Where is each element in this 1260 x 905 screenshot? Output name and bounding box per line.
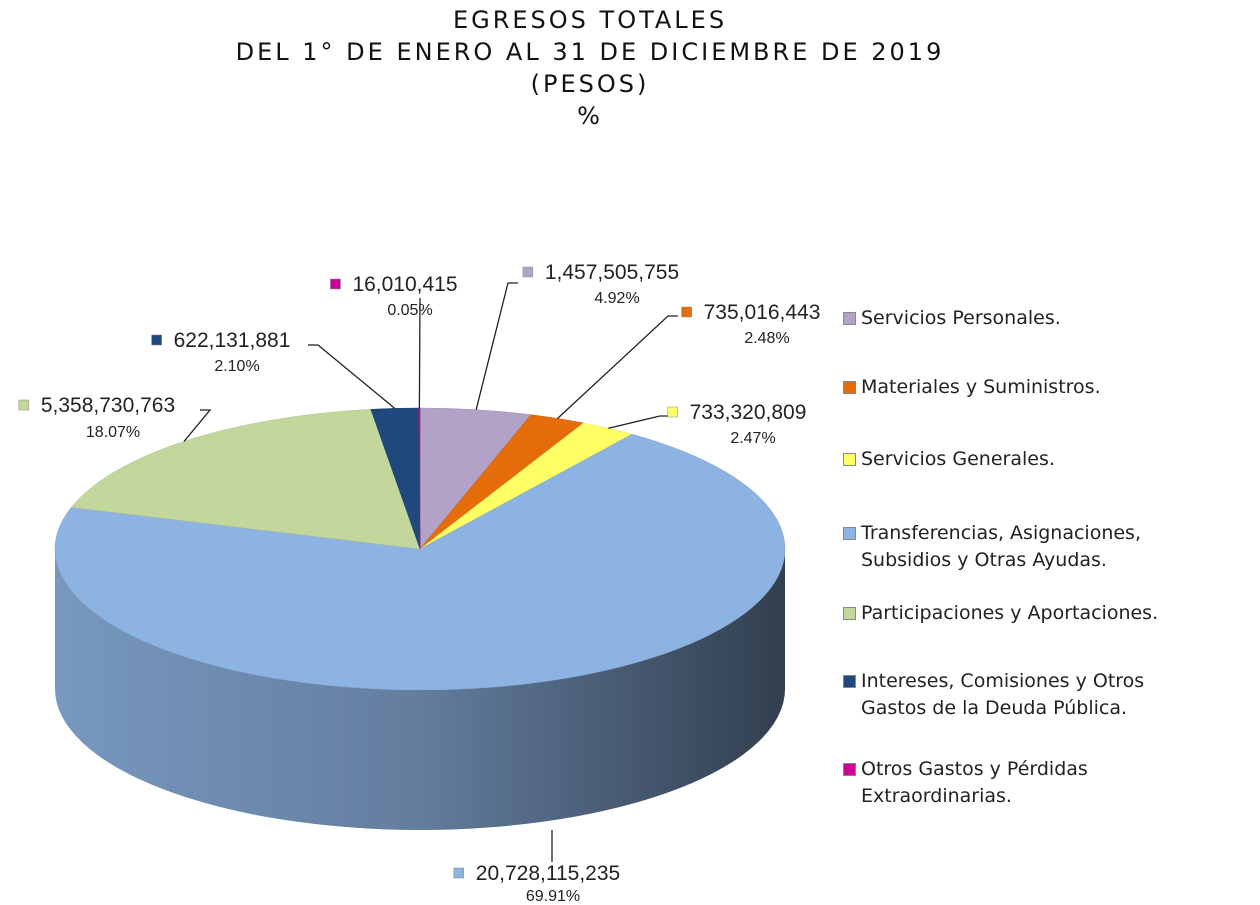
percent-label: 2.47% [730,430,775,447]
legend-item: Materiales y Suministros. [843,374,1101,401]
data-label: 16,010,415 [352,273,457,296]
legend-item: Intereses, Comisiones y Otros Gastos de … [843,668,1144,722]
leader-line [608,415,670,429]
leader-line [475,282,518,410]
data-label: 735,016,443 [704,301,821,324]
data-label: 20,728,115,235 [476,862,620,885]
legend-item: Servicios Generales. [843,446,1055,473]
legend-item: Participaciones y Aportaciones. [843,600,1158,627]
legend-label: Materiales y Suministros. [861,376,1101,398]
legend-label: Intereses, Comisiones y Otros Gastos de … [861,670,1145,719]
percent-label: 4.92% [594,290,639,307]
leader-line [308,344,396,409]
label-swatch [681,306,692,318]
percent-label: 2.10% [214,358,259,375]
percent-label: 0.05% [387,302,432,319]
slice-side [55,549,785,830]
legend-item: Otros Gastos y Pérdidas Extraordinarias. [843,756,1088,810]
data-label: 5,358,730,763 [41,394,175,417]
label-swatch [330,278,341,290]
label-swatch [453,867,465,879]
data-label: 622,131,881 [174,329,291,352]
chart-title: DEL 1° DE ENERO AL 31 DE DICIEMBRE DE 20… [236,38,945,66]
legend-label: Servicios Generales. [861,448,1055,470]
chart-title: % [577,102,603,130]
legend-label: Servicios Personales. [861,307,1061,329]
legend-swatch [843,453,856,466]
percent-label: 18.07% [86,424,140,441]
legend-label: Otros Gastos y Pérdidas Extraordinarias. [861,758,1088,807]
label-swatch [522,266,534,278]
slice [54,433,786,691]
label-swatch [18,399,30,411]
legend-swatch [843,527,856,540]
data-label: 1,457,505,755 [545,261,679,284]
label-swatch [151,334,162,346]
leader-line [418,297,421,409]
legend-swatch [843,312,856,325]
legend-swatch [843,763,856,776]
legend-swatch [843,607,856,620]
legend-swatch [843,381,856,394]
legend-item: Transferencias, Asignaciones, Subsidios … [843,520,1141,574]
leader-line [183,409,212,442]
chart-title: EGRESOS TOTALES [453,6,727,34]
legend-label: Participaciones y Aportaciones. [861,602,1159,624]
data-label: 733,320,809 [690,401,807,424]
label-swatch [667,406,678,418]
percent-label: 69.91% [526,888,580,905]
legend-swatch [843,675,856,688]
legend-item: Servicios Personales. [843,305,1061,332]
percent-label: 2.48% [744,330,789,347]
leader-line [557,315,678,419]
legend-label: Transferencias, Asignaciones, Subsidios … [861,522,1141,571]
chart-title: (PESOS) [531,70,650,98]
